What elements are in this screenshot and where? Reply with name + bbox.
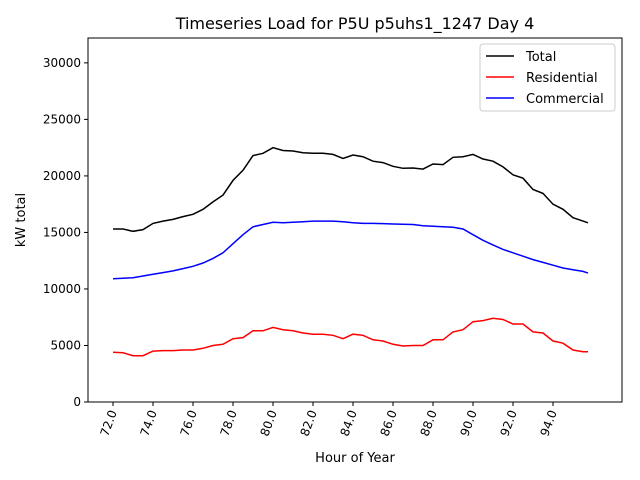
y-tick-label: 30000 bbox=[43, 56, 81, 70]
y-tick-label: 0 bbox=[73, 395, 81, 409]
legend-label-commercial: Commercial bbox=[526, 92, 604, 107]
x-axis-label: Hour of Year bbox=[315, 451, 395, 466]
y-tick-label: 10000 bbox=[43, 282, 81, 296]
series-line-residential bbox=[112, 317, 588, 357]
legend-label-total: Total bbox=[525, 50, 556, 65]
series-line-commercial bbox=[112, 220, 589, 280]
series-line-total bbox=[113, 146, 589, 233]
legend: Total Residential Commercial bbox=[479, 43, 616, 112]
y-tick-label: 20000 bbox=[43, 169, 81, 183]
plot-frame bbox=[87, 37, 623, 403]
chart-title: Timeseries Load for P5U p5uhs1_1247 Day … bbox=[175, 14, 535, 34]
y-axis-label: kW total bbox=[14, 193, 29, 247]
y-tick-label: 5000 bbox=[50, 338, 81, 352]
y-tick-label: 15000 bbox=[43, 225, 81, 239]
y-tick-label: 25000 bbox=[43, 112, 81, 126]
legend-label-residential: Residential bbox=[526, 71, 598, 86]
